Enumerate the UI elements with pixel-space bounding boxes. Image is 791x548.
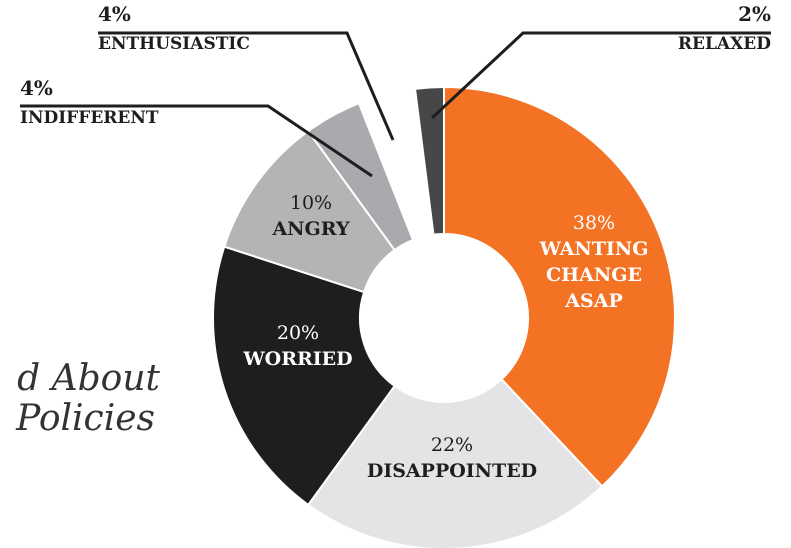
slice bbox=[306, 377, 604, 548]
slice-label: DISAPPOINTED bbox=[366, 460, 538, 482]
slice-label: ANGRY bbox=[272, 218, 350, 240]
slice bbox=[223, 129, 397, 294]
outside-label: RELAXED bbox=[677, 34, 771, 54]
outside-value-label: 2% bbox=[738, 2, 771, 26]
slice-label: WANTING CHANGE ASAP bbox=[539, 238, 649, 312]
title-line: Policies bbox=[16, 398, 155, 439]
outside-value-label: 4% bbox=[20, 76, 53, 100]
slice bbox=[413, 85, 445, 236]
slice-value-label: 38% bbox=[572, 212, 616, 234]
slice-label: WORRIED bbox=[243, 348, 353, 370]
leader-line bbox=[430, 31, 771, 120]
outside-value-label: 4% bbox=[98, 2, 131, 26]
slice bbox=[212, 245, 397, 507]
slice bbox=[443, 85, 676, 488]
slice-value-label: 10% bbox=[289, 192, 333, 214]
leader-line bbox=[98, 31, 395, 141]
title-line: d About bbox=[17, 358, 160, 399]
leader-line bbox=[20, 104, 373, 178]
outside-label: INDIFFERENT bbox=[20, 108, 159, 128]
slice-value-label: 22% bbox=[430, 434, 474, 456]
outside-label: ENTHUSIASTIC bbox=[98, 34, 250, 54]
slice-value-label: 20% bbox=[276, 322, 320, 344]
